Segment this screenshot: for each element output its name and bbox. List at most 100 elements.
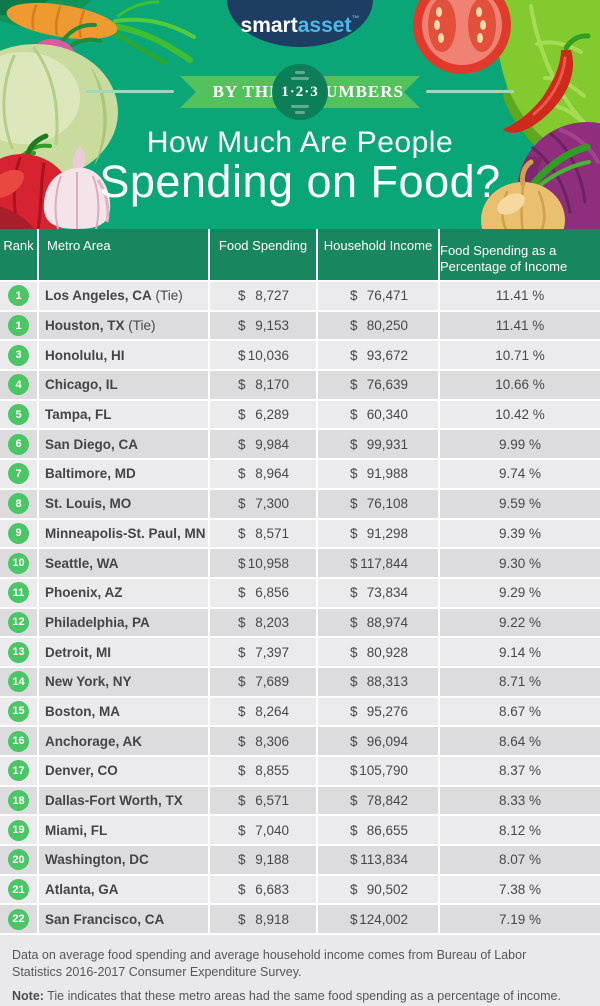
food-spending-cell: $8,170 <box>210 371 316 399</box>
rank-number: 21 <box>12 883 25 896</box>
household-income-value: 105,790 <box>359 763 408 779</box>
food-spending-cell: $7,300 <box>210 489 316 518</box>
table-row: 13 Detroit, MI $7,397 $80,928 9.14 % <box>0 638 600 666</box>
dollar-sign: $ <box>238 674 246 690</box>
rank-badge: 10 <box>8 552 29 574</box>
food-spending-cell: $8,203 <box>210 608 316 637</box>
food-spending-value: 9,153 <box>255 318 289 334</box>
household-income-cell: $90,502 <box>318 875 438 904</box>
food-spending-value: 7,689 <box>255 674 289 690</box>
logo-asset: asset <box>297 14 352 37</box>
household-income-cell: $86,655 <box>318 816 438 845</box>
metro-area-label: Houston, TX <box>45 318 125 334</box>
food-spending-value: 7,300 <box>255 496 289 512</box>
percentage-value: 8.33 % <box>498 793 542 809</box>
household-income-cell: $80,250 <box>318 311 438 340</box>
dollar-sign: $ <box>350 585 358 601</box>
percentage-value: 8.12 % <box>498 822 542 838</box>
percentage-value: 9.99 % <box>498 436 542 452</box>
household-income-value: 124,002 <box>359 911 408 927</box>
rank-badge: 5 <box>8 404 29 426</box>
dollar-sign: $ <box>350 763 358 779</box>
food-spending-cell: $8,964 <box>210 460 316 488</box>
dollar-sign: $ <box>238 882 246 898</box>
household-income-value: 78,842 <box>366 793 408 809</box>
food-spending-value: 10,036 <box>247 347 289 363</box>
dollar-sign: $ <box>350 674 358 690</box>
rank-badge: 1 <box>8 285 29 307</box>
household-income-value: 86,655 <box>366 822 408 838</box>
household-income-value: 88,313 <box>366 674 408 690</box>
footer-notes: Data on average food spending and averag… <box>0 935 600 1006</box>
household-income-cell: $99,931 <box>318 430 438 459</box>
food-spending-value: 9,188 <box>255 852 289 868</box>
dollar-sign: $ <box>350 347 358 363</box>
food-spending-cell: $7,397 <box>210 638 316 666</box>
household-income-value: 113,834 <box>360 852 408 868</box>
dollar-sign: $ <box>350 555 358 571</box>
food-spending-value: 8,964 <box>255 466 289 482</box>
metro-area-label: San Diego, CA <box>45 436 139 452</box>
column-header-food-spending: Food Spending <box>210 229 316 280</box>
column-header-percentage-line1: Food Spending as a <box>440 243 557 258</box>
percentage-value: 9.22 % <box>498 614 542 630</box>
household-income-cell: $73,834 <box>318 578 438 607</box>
table-header-row: Rank Metro Area Food Spending Household … <box>0 229 600 280</box>
food-spending-cell: $6,856 <box>210 578 316 607</box>
rank-badge: 22 <box>8 908 29 930</box>
dollar-sign: $ <box>238 852 246 868</box>
tie-label: (Tie) <box>151 288 183 304</box>
household-income-value: 90,502 <box>366 882 408 898</box>
page-title-line1: How Much Are People <box>146 126 454 159</box>
metro-area-label: Seattle, WA <box>45 555 119 571</box>
badge-123-text: 1·2·3 <box>281 83 319 100</box>
dollar-sign: $ <box>238 822 246 838</box>
dollar-sign: $ <box>238 911 246 927</box>
household-income-cell: $105,790 <box>318 757 438 785</box>
food-spending-value: 6,571 <box>255 793 289 809</box>
food-spending-value: 6,289 <box>255 407 289 423</box>
smartasset-logo: smartasset™ <box>0 14 600 38</box>
rank-badge: 17 <box>8 760 29 782</box>
dollar-sign: $ <box>238 763 246 779</box>
metro-area-label: San Francisco, CA <box>45 911 165 927</box>
dollar-sign: $ <box>238 703 246 719</box>
dollar-sign: $ <box>350 496 358 512</box>
dollar-sign: $ <box>350 525 358 541</box>
household-income-value: 96,094 <box>366 733 408 749</box>
rank-number: 7 <box>15 467 22 480</box>
badge-dash <box>291 76 309 80</box>
percentage-value: 8.07 % <box>498 852 542 868</box>
rank-number: 8 <box>15 497 22 510</box>
food-spending-value: 6,683 <box>255 882 289 898</box>
rank-number: 10 <box>12 557 25 570</box>
table-row: 1 Los Angeles, CA (Tie) $8,727 $76,471 1… <box>0 282 600 310</box>
food-spending-value: 8,306 <box>255 733 289 749</box>
dollar-sign: $ <box>350 644 358 660</box>
household-income-cell: $88,313 <box>318 667 438 696</box>
food-spending-cell: $8,264 <box>210 697 316 726</box>
percentage-value: 9.39 % <box>498 525 542 541</box>
dollar-sign: $ <box>238 496 246 512</box>
dollar-sign: $ <box>238 644 246 660</box>
table-row: 22 San Francisco, CA $8,918 $124,002 7.1… <box>0 905 600 934</box>
dollar-sign: $ <box>350 822 358 838</box>
dollar-sign: $ <box>350 793 358 809</box>
column-header-household-income: Household Income <box>318 229 438 280</box>
rank-number: 11 <box>12 586 25 599</box>
food-spending-cell: $7,040 <box>210 816 316 845</box>
tie-note-label: Note: <box>12 989 44 1003</box>
column-header-metro-area: Metro Area <box>39 229 208 280</box>
rank-badge: 9 <box>8 522 29 544</box>
banner-text-numbers: NUMBERS <box>311 82 404 101</box>
dollar-sign: $ <box>350 466 358 482</box>
food-spending-cell: $6,289 <box>210 400 316 429</box>
table-row: 19 Miami, FL $7,040 $86,655 8.12 % <box>0 816 600 845</box>
food-spending-value: 10,958 <box>247 555 289 571</box>
dollar-sign: $ <box>350 377 358 393</box>
household-income-cell: $95,276 <box>318 697 438 726</box>
table-row: 3 Honolulu, HI $10,036 $93,672 10.71 % <box>0 341 600 370</box>
dollar-sign: $ <box>238 614 246 630</box>
food-spending-value: 8,727 <box>255 288 289 304</box>
table-row: 6 San Diego, CA $9,984 $99,931 9.99 % <box>0 430 600 459</box>
